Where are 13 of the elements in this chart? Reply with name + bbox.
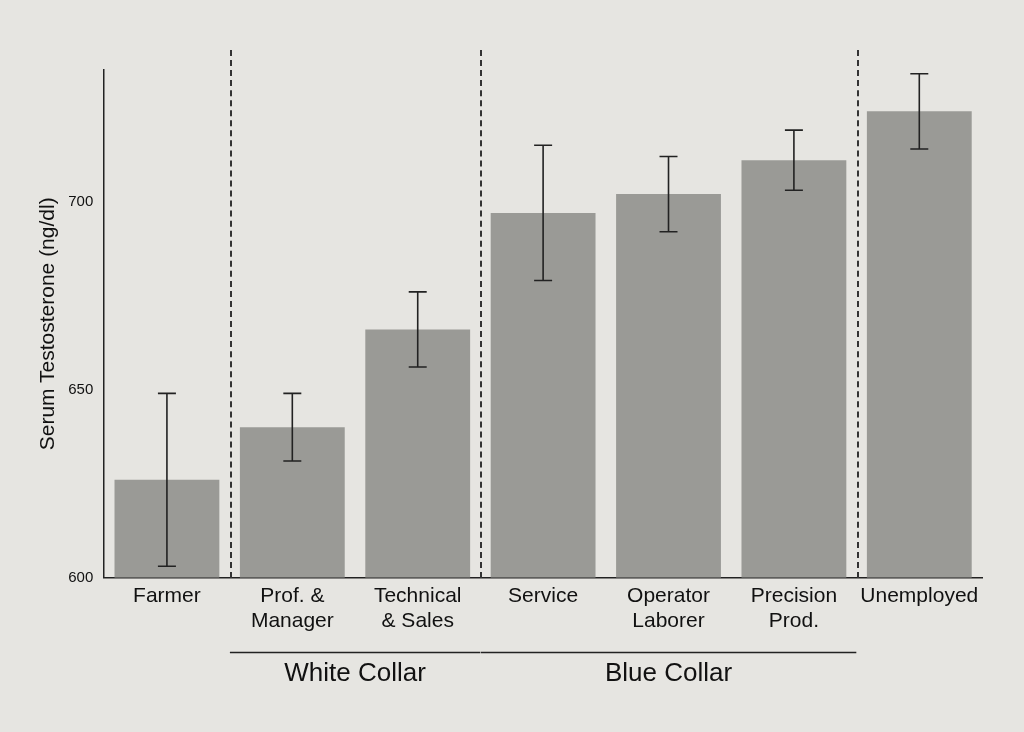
y-tick-label: 700 (68, 191, 94, 209)
y-tick-label: 650 (68, 379, 94, 397)
x-tick-label: Prof. & Manager (250, 583, 334, 632)
x-tick-label: Unemployed (860, 583, 979, 606)
x-tick-label: Operator Laborer (627, 583, 710, 632)
x-tick-label: Service (508, 583, 579, 606)
text: Blue Collar (604, 656, 733, 687)
y-axis-title: Serum Testosterone (ng/dl) (35, 197, 59, 451)
x-tick-label: Farmer (133, 583, 201, 606)
x-tick-label: Precision Prod. (750, 583, 838, 632)
text: White Collar (284, 656, 427, 687)
y-tick-label: 600 (68, 567, 94, 585)
x-tick-label: Technical & Sales (373, 583, 462, 632)
